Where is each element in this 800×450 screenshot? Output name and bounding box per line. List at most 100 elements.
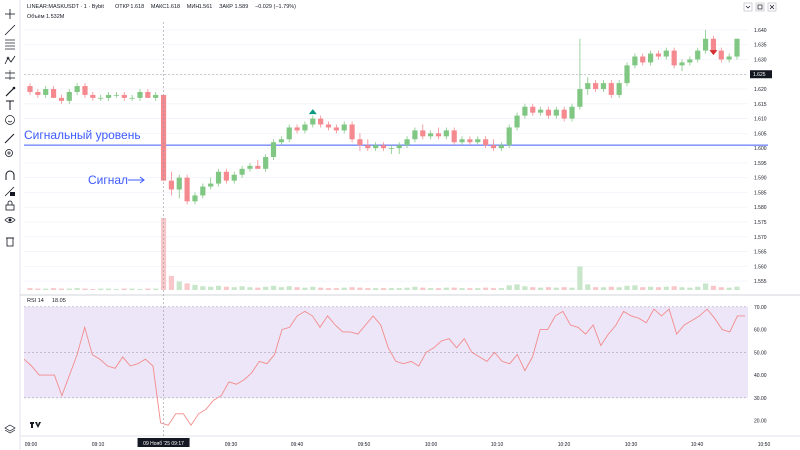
candle[interactable]	[443, 127, 449, 140]
candle[interactable]	[734, 38, 740, 60]
candle[interactable]	[105, 91, 112, 101]
candle[interactable]	[412, 127, 418, 143]
settings-layers-icon[interactable]	[4, 424, 16, 434]
trash-icon[interactable]	[2, 234, 18, 248]
candle[interactable]	[451, 127, 457, 146]
candle[interactable]	[247, 162, 253, 172]
sell-marker-icon[interactable]	[709, 50, 718, 56]
candle[interactable]	[90, 91, 96, 101]
candle[interactable]	[113, 91, 120, 98]
candle[interactable]	[153, 91, 159, 101]
candle[interactable]	[655, 50, 662, 60]
candle[interactable]	[616, 80, 622, 98]
candle[interactable]	[522, 103, 528, 119]
candle[interactable]	[483, 136, 489, 149]
candle[interactable]	[168, 171, 174, 196]
candle[interactable]	[239, 165, 245, 178]
candle[interactable]	[624, 62, 630, 87]
tradingview-logo-icon[interactable]	[30, 422, 41, 428]
candle[interactable]	[538, 106, 544, 116]
rsi-axis[interactable]: 70.00 60.00 50.00 40.00 30.00 20.00	[754, 305, 767, 425]
candle[interactable]	[294, 124, 300, 134]
candle[interactable]	[270, 139, 277, 160]
symbol-title[interactable]: LINEAR:MASKUSDT · 1 · Bybit	[27, 4, 104, 10]
candle[interactable]	[58, 94, 65, 104]
candle[interactable]	[176, 174, 182, 199]
candle[interactable]	[231, 171, 237, 184]
candle[interactable]	[388, 145, 394, 155]
rsi-line[interactable]	[23, 308, 745, 427]
candle[interactable]	[208, 177, 214, 190]
price-axis[interactable]: 1.640 1.635 1.630 1.625 1.620 1.615 1.610 1.605…	[750, 28, 772, 285]
candle[interactable]	[593, 80, 599, 92]
candle[interactable]	[200, 183, 206, 199]
emoji-icon[interactable]	[2, 113, 18, 127]
candle[interactable]	[718, 47, 724, 63]
candle[interactable]	[702, 29, 709, 54]
candle[interactable]	[380, 142, 387, 152]
close-icon[interactable]	[767, 2, 777, 12]
candle[interactable]	[404, 136, 410, 149]
candle[interactable]	[192, 192, 198, 205]
fib-icon[interactable]	[2, 37, 18, 51]
candle[interactable]	[687, 56, 693, 66]
candle[interactable]	[435, 127, 442, 140]
candle[interactable]	[145, 89, 151, 98]
candle[interactable]	[577, 38, 583, 110]
candle[interactable]	[325, 121, 332, 131]
candle[interactable]	[121, 91, 127, 101]
candle[interactable]	[223, 168, 229, 184]
candle[interactable]	[671, 47, 677, 69]
candle[interactable]	[632, 53, 638, 69]
candle[interactable]	[263, 154, 269, 172]
candle[interactable]	[726, 53, 732, 63]
signal-arrow-icon[interactable]	[128, 176, 145, 184]
candle[interactable]	[318, 115, 324, 128]
buy-marker-icon[interactable]	[308, 109, 317, 115]
candle[interactable]	[545, 106, 552, 119]
brush-icon[interactable]	[2, 84, 18, 98]
candle[interactable]	[475, 136, 481, 146]
price-pane[interactable]	[24, 29, 768, 290]
candle[interactable]	[428, 130, 434, 140]
signal-level-annotation[interactable]: Сигнальный уровень	[24, 128, 141, 142]
candle[interactable]	[35, 89, 41, 98]
time-axis[interactable]: 09:0009:1009:2009:3009:4009:5010:0010:10…	[25, 442, 771, 448]
text-icon[interactable]	[2, 98, 18, 112]
candle[interactable]	[66, 89, 72, 104]
candle[interactable]	[341, 121, 347, 134]
candle[interactable]	[530, 103, 536, 116]
candle[interactable]	[333, 124, 339, 134]
candle[interactable]	[98, 94, 104, 101]
candle[interactable]	[302, 121, 308, 134]
ruler-icon[interactable]	[2, 131, 18, 145]
lock-drawings-icon[interactable]	[2, 184, 18, 198]
pattern-icon[interactable]	[2, 53, 18, 67]
candle[interactable]	[420, 124, 426, 140]
candle[interactable]	[585, 77, 591, 95]
candle[interactable]	[286, 124, 292, 143]
square-icon[interactable]	[755, 2, 765, 12]
candle[interactable]	[129, 94, 135, 101]
candle[interactable]	[82, 83, 88, 98]
collapse-icon[interactable]	[743, 2, 753, 12]
candle[interactable]	[553, 106, 559, 119]
candle[interactable]	[467, 136, 473, 146]
candle[interactable]	[50, 86, 57, 98]
candle[interactable]	[310, 115, 316, 128]
candle[interactable]	[357, 133, 363, 152]
eye-icon[interactable]	[2, 213, 18, 227]
candle[interactable]	[255, 159, 261, 169]
candle[interactable]	[647, 50, 654, 66]
signal-annotation[interactable]: Сигнал	[88, 173, 128, 187]
candle[interactable]	[349, 121, 355, 143]
measure-icon[interactable]	[2, 68, 18, 82]
candle[interactable]	[561, 106, 567, 122]
candle[interactable]	[373, 142, 379, 152]
candle[interactable]	[215, 168, 222, 187]
candle[interactable]	[569, 103, 575, 122]
candle[interactable]	[498, 142, 504, 152]
candle[interactable]	[27, 83, 33, 95]
candle[interactable]	[490, 139, 497, 152]
